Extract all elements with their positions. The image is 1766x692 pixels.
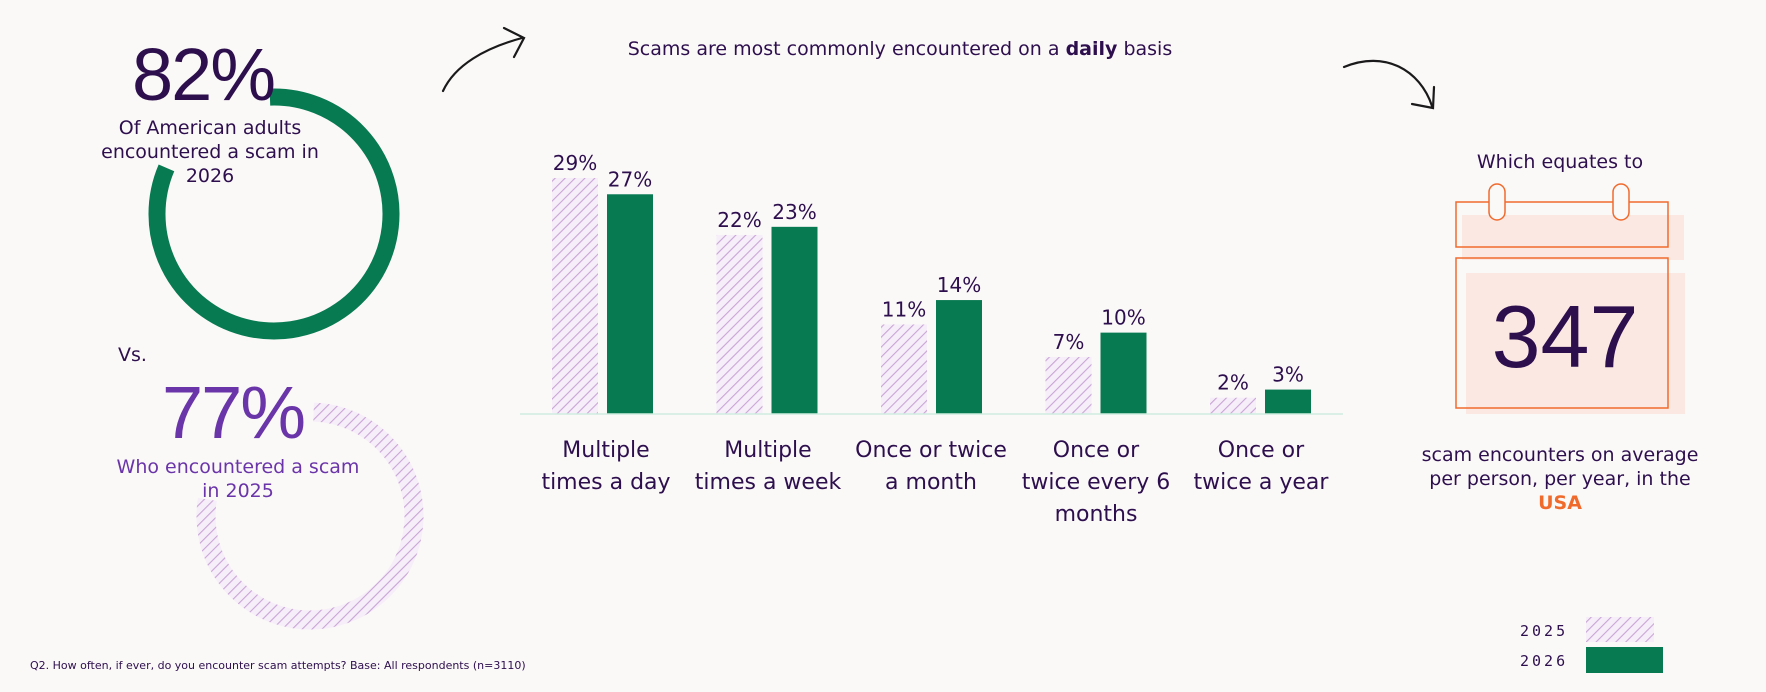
- stat-2025-caption: Who encountered a scam in 2025: [116, 456, 360, 502]
- bar-label-2025-3: 7%: [1053, 330, 1085, 354]
- calendar-icon: [1455, 183, 1685, 414]
- bar-2026-0: [607, 194, 653, 414]
- arrow-down-right-icon: [1342, 59, 1436, 110]
- bar-2025-1: [716, 234, 763, 414]
- ring-2026-arc: [148, 88, 400, 340]
- bar-2025-4: [1210, 397, 1256, 414]
- bar-2025-0: [552, 178, 598, 414]
- ring-2025-arc: [196, 402, 424, 630]
- category-label-line: Once or: [1217, 438, 1305, 463]
- vs-label: Vs.: [118, 344, 147, 366]
- category-label-4: Once or twice a year: [1176, 435, 1346, 499]
- category-label-line: twice every 6: [1021, 470, 1171, 495]
- category-label-line: months: [1054, 502, 1138, 527]
- chart-title-suffix: basis: [1117, 38, 1173, 60]
- arrow-up-right-icon: [441, 26, 526, 93]
- equates-label: Which equates to: [1476, 151, 1644, 173]
- stat-2025-percent: 77%: [162, 371, 306, 454]
- stat-2026-caption: Of American adults encountered a scam in…: [101, 117, 319, 187]
- chart-title: Scams are most commonly encountered on a…: [520, 38, 1280, 60]
- legend-swatch-2025: [1586, 617, 1654, 642]
- annual-encounters-number: 347: [1491, 287, 1639, 386]
- category-label-3: Once or twice every 6 months: [1011, 435, 1181, 531]
- legend-label-2026: 2026: [1520, 652, 1569, 670]
- bar-chart: 29% 27% 22% 23% 11% 14% 7% 10% 2% 3%: [552, 151, 1311, 414]
- encounters-caption: scam encounters on average per person, p…: [1410, 443, 1710, 515]
- bar-2025-2: [881, 324, 927, 414]
- category-label-line: Multiple: [724, 438, 812, 463]
- bar-label-2025-2: 11%: [882, 297, 926, 321]
- bar-label-2026-3: 10%: [1101, 306, 1145, 330]
- category-label-line: Once or: [1052, 438, 1140, 463]
- legend-label-2025: 2025: [1520, 622, 1569, 640]
- legend-swatch-2026: [1586, 647, 1663, 673]
- category-label-1: Multiple times a week: [683, 435, 853, 499]
- category-label-line: times a day: [541, 470, 671, 495]
- category-label-line: twice a year: [1193, 470, 1329, 495]
- category-label-line: Multiple: [562, 438, 650, 463]
- bar-label-2026-4: 3%: [1272, 363, 1304, 387]
- bar-2026-3: [1100, 332, 1147, 414]
- category-label-line: Once or twice: [855, 438, 1007, 463]
- stat-2026-percent: 82%: [132, 33, 276, 116]
- country-highlight: USA: [1538, 492, 1582, 514]
- category-label-0: Multiple times a day: [521, 435, 691, 499]
- bar-label-2026-1: 23%: [772, 200, 816, 224]
- bar-label-2025-0: 29%: [553, 151, 597, 175]
- category-label-2: Once or twice a month: [846, 435, 1016, 499]
- bar-2026-2: [936, 300, 982, 414]
- category-label-line: times a week: [694, 470, 842, 495]
- chart-title-emphasis: daily: [1065, 38, 1118, 60]
- footnote: Q2. How often, if ever, do you encounter…: [30, 659, 526, 672]
- chart-title-prefix: Scams are most commonly encountered on a: [627, 38, 1066, 60]
- bar-2026-1: [771, 226, 818, 414]
- bar-2026-4: [1265, 389, 1311, 414]
- encounters-caption-text: scam encounters on average per person, p…: [1421, 444, 1699, 490]
- bar-label-2025-4: 2%: [1217, 371, 1249, 395]
- bar-label-2025-1: 22%: [717, 208, 761, 232]
- bar-label-2026-2: 14%: [937, 273, 981, 297]
- category-label-line: a month: [885, 470, 977, 495]
- bar-label-2026-0: 27%: [608, 167, 652, 191]
- bar-2025-3: [1045, 357, 1092, 414]
